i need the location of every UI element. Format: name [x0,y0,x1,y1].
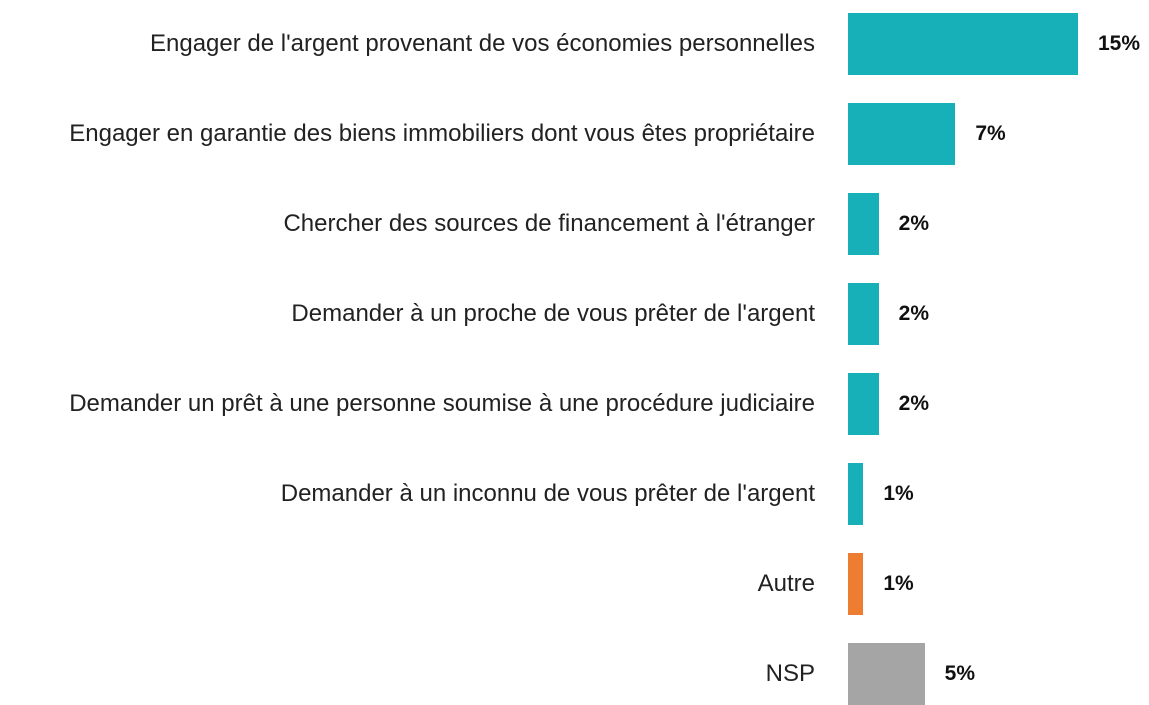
value-label: 2% [898,302,930,325]
category-label: NSP [765,660,815,687]
value-label: 15% [1098,32,1141,55]
bar [848,553,864,615]
category-label: Demander un prêt à une personne soumise … [69,390,815,417]
category-label: Autre [757,570,815,597]
value-label: 2% [898,392,930,415]
category-label: Demander à un proche de vous prêter de l… [291,300,815,327]
value-label: 5% [944,662,976,685]
bar [848,103,956,165]
value-label: 1% [883,572,914,595]
value-label: 1% [883,482,914,505]
category-label: Engager en garantie des biens immobilier… [69,120,815,147]
category-label: Chercher des sources de financement à l'… [283,210,815,237]
bar [848,13,1078,75]
bar [848,463,864,525]
bar [848,283,879,345]
bar [848,643,925,705]
category-label: Demander à un inconnu de vous prêter de … [280,480,815,507]
bar [848,193,879,255]
bar [848,373,879,435]
value-label: 2% [898,212,930,235]
category-label: Engager de l'argent provenant de vos éco… [149,30,815,57]
value-label: 7% [975,122,1006,145]
